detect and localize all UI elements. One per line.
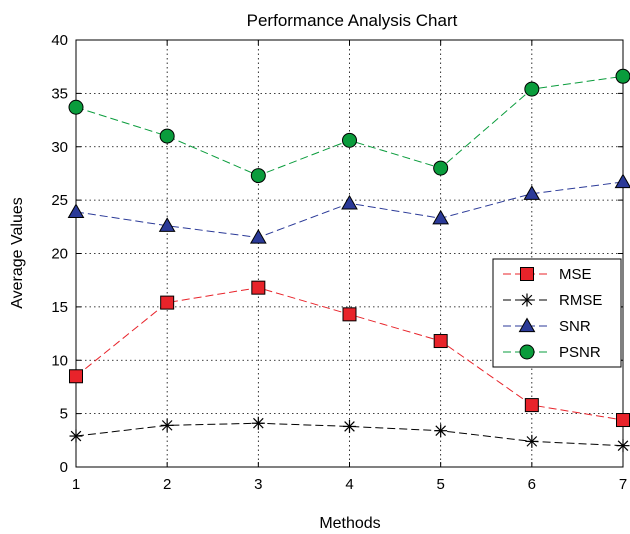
mse-point <box>524 398 539 413</box>
legend-marker-psnr <box>519 344 535 360</box>
chart-title: Performance Analysis Chart <box>247 11 458 30</box>
mse-point <box>433 334 448 349</box>
psnr-point <box>68 99 84 115</box>
rmse-point <box>343 419 356 433</box>
psnr-point <box>159 128 175 144</box>
rmse-point <box>160 418 174 432</box>
x-tick-label: 7 <box>619 476 627 493</box>
rmse-point <box>69 429 83 443</box>
legend: MSE RMSE SNR PSNR <box>492 258 622 368</box>
rmse-point <box>616 439 630 453</box>
mse-point <box>342 307 357 322</box>
legend-marker-snr <box>518 317 536 333</box>
asterisk-stroke <box>435 425 446 437</box>
legend-label-mse: MSE <box>559 266 592 283</box>
y-tick-label: 25 <box>51 192 68 209</box>
mse-point <box>69 369 83 384</box>
legend-marker-rmse <box>520 293 534 307</box>
asterisk-stroke <box>526 436 538 447</box>
rmse-point <box>434 424 448 438</box>
psnr-point <box>342 132 357 148</box>
snr-point <box>432 209 450 225</box>
y-tick-label: 10 <box>51 352 68 369</box>
rmse-point <box>525 434 539 448</box>
x-tick-label: 2 <box>163 476 171 493</box>
y-tick-label: 15 <box>51 299 68 316</box>
snr-point <box>614 173 630 189</box>
y-axis-label: Average Values <box>9 197 26 308</box>
y-tick-label: 5 <box>60 406 68 423</box>
y-tick-label: 30 <box>51 139 68 156</box>
legend-label-rmse: RMSE <box>559 292 602 309</box>
snr-point <box>249 228 267 244</box>
asterisk-stroke <box>70 430 82 442</box>
y-tick-label: 20 <box>51 246 68 263</box>
mse-point <box>616 413 630 428</box>
asterisk-stroke <box>253 417 264 429</box>
x-axis-label: Methods <box>319 515 380 532</box>
mse-point <box>251 280 266 295</box>
asterisk-stroke <box>344 421 355 432</box>
snr-point <box>523 185 541 200</box>
series-group <box>67 68 630 453</box>
x-tick-label: 4 <box>345 476 353 493</box>
y-tick-label: 40 <box>51 32 68 49</box>
legend-label-snr: SNR <box>559 318 591 335</box>
asterisk-stroke <box>617 440 629 451</box>
psnr-point <box>615 68 630 84</box>
snr-point <box>158 217 176 232</box>
asterisk-stroke <box>521 294 533 306</box>
grid-lines <box>76 40 623 467</box>
y-tick-label: 35 <box>51 85 68 102</box>
snr-point <box>67 203 85 218</box>
psnr-point <box>524 81 540 97</box>
x-tick-label: 5 <box>436 476 444 493</box>
x-tick-label: 1 <box>72 476 80 493</box>
x-tick-label: 3 <box>254 476 262 493</box>
asterisk-stroke <box>161 420 173 431</box>
legend-box <box>492 258 622 368</box>
axis-ticks: 1 2 3 4 5 6 7 0 5 10 15 20 25 30 35 40 <box>51 32 627 493</box>
legend-marker-mse <box>520 267 534 281</box>
rmse-point <box>251 416 265 430</box>
y-tick-label: 0 <box>60 459 68 476</box>
psnr-point <box>250 168 266 184</box>
mse-point <box>160 295 175 310</box>
snr-point <box>341 194 358 210</box>
x-tick-label: 6 <box>528 476 536 493</box>
psnr-point <box>433 160 449 176</box>
legend-label-psnr: PSNR <box>559 344 601 361</box>
